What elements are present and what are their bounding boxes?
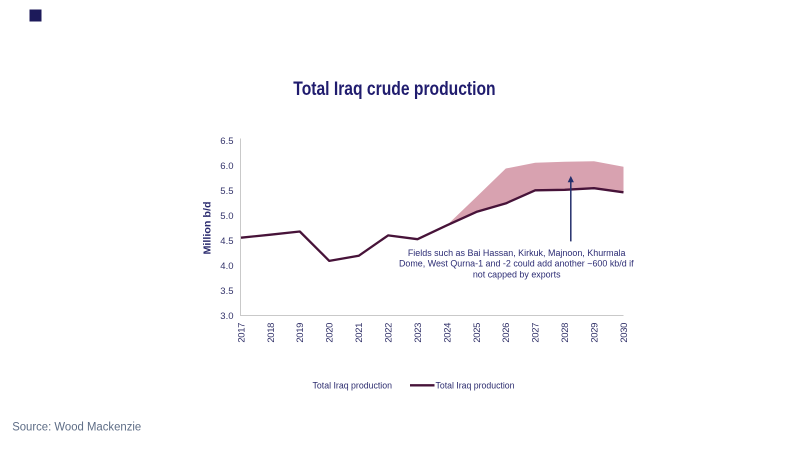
svg-text:2021: 2021	[354, 323, 365, 343]
svg-text:5.0: 5.0	[220, 211, 233, 222]
svg-text:2022: 2022	[384, 323, 395, 343]
svg-text:2020: 2020	[325, 323, 336, 343]
svg-text:Fields such as Bai Hassan, Kir: Fields such as Bai Hassan, Kirkuk, Majno…	[408, 248, 626, 258]
svg-text:2023: 2023	[413, 323, 424, 343]
svg-text:2027: 2027	[531, 323, 542, 343]
svg-text:2029: 2029	[589, 323, 600, 343]
svg-text:2028: 2028	[560, 323, 571, 343]
svg-text:2025: 2025	[472, 323, 483, 343]
svg-text:2018: 2018	[266, 323, 277, 343]
svg-text:Total Iraq production: Total Iraq production	[436, 381, 515, 391]
svg-text:2026: 2026	[501, 323, 512, 343]
svg-text:4.5: 4.5	[220, 236, 233, 247]
svg-text:Total Iraq crude production: Total Iraq crude production	[293, 79, 495, 100]
svg-text:Total Iraq production: Total Iraq production	[313, 381, 393, 391]
svg-text:6.0: 6.0	[220, 161, 233, 172]
svg-text:2030: 2030	[619, 323, 630, 343]
svg-text:Dome, West Qurna-1 and -2 coul: Dome, West Qurna-1 and -2 could add anot…	[399, 259, 634, 269]
svg-text:2017: 2017	[236, 323, 247, 343]
svg-text:not capped by exports: not capped by exports	[473, 269, 561, 279]
svg-text:6.5: 6.5	[220, 136, 233, 147]
svg-text:4.0: 4.0	[220, 261, 233, 272]
svg-text:2024: 2024	[442, 323, 453, 343]
svg-text:2019: 2019	[295, 323, 306, 343]
svg-text:Million b/d: Million b/d	[202, 202, 214, 255]
svg-text:3.0: 3.0	[220, 311, 233, 322]
svg-text:3.5: 3.5	[220, 286, 233, 297]
svg-text:Source: Wood Mackenzie: Source: Wood Mackenzie	[12, 422, 141, 434]
svg-text:5.5: 5.5	[220, 186, 233, 197]
